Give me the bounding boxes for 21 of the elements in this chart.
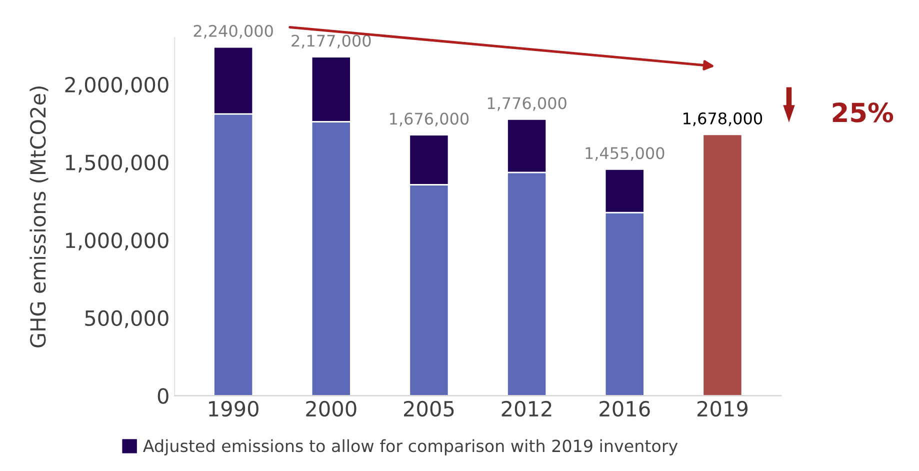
- x-tick-label: 2016: [600, 400, 650, 417]
- y-tick-label: 0: [158, 388, 168, 404]
- y-tick-label: 500,000: [85, 310, 168, 328]
- x-tick-label: 2012: [502, 400, 552, 417]
- legend-label: Adjusted emissions to allow for comparison with 2019 inventory: [143, 439, 678, 456]
- total-label: 1,676,000: [390, 112, 469, 126]
- x-tick-label: 1990: [209, 400, 258, 417]
- y-tick-label: 1,000,000: [66, 232, 168, 250]
- y-tick-label: 1,500,000: [66, 154, 168, 173]
- x-tick-label: 2019: [697, 400, 748, 417]
- bar: [702, 134, 743, 396]
- total-label: 2,177,000: [292, 34, 371, 48]
- total-label: 2,240,000: [194, 24, 273, 39]
- total-label: 1,678,000: [684, 112, 762, 126]
- x-tick-label: 2000: [306, 400, 356, 417]
- x-tick-label: 2005: [404, 400, 454, 417]
- y-axis-title: GHG emissions (MtCO2e): [30, 86, 48, 348]
- total-label: 1,455,000: [586, 147, 664, 161]
- text: 25%: [832, 102, 894, 122]
- y-tick-label: 2,000,000: [65, 76, 168, 95]
- total-label: 1,776,000: [488, 97, 566, 111]
